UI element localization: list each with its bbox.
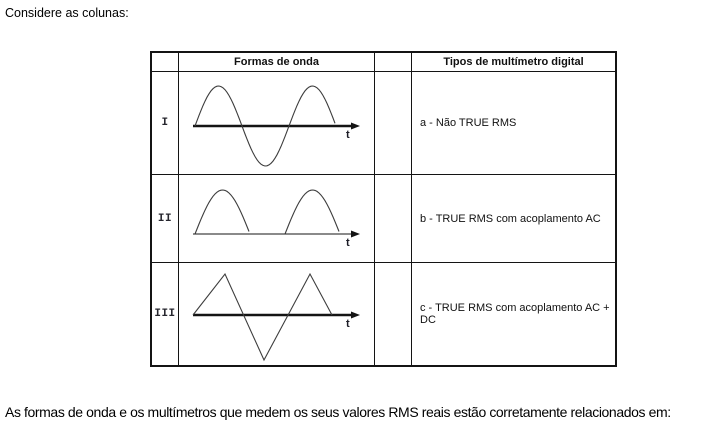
sine-wave-diagram bbox=[193, 85, 360, 167]
row-label-III: III bbox=[152, 263, 179, 365]
time-axis-label: t bbox=[346, 318, 350, 330]
waveform-cell-sine: t bbox=[179, 72, 375, 175]
multimeter-option-c: c - TRUE RMS com acoplamento AC + DC bbox=[412, 263, 615, 365]
header-multimeter-column: Tipos de multímetro digital bbox=[412, 53, 615, 72]
half-rectified-sine-diagram bbox=[193, 189, 360, 238]
time-axis-label: t bbox=[346, 129, 350, 141]
header-corner-cell bbox=[152, 53, 179, 72]
waveform-cell-triangle: t bbox=[179, 263, 375, 365]
header-waveform-column: Formas de onda bbox=[179, 53, 375, 72]
row-label-I: I bbox=[152, 72, 179, 175]
waveform-multimeter-table: Formas de onda Tipos de multímetro digit… bbox=[150, 51, 617, 367]
spacer-cell bbox=[375, 175, 412, 263]
multimeter-option-b: b - TRUE RMS com acoplamento AC bbox=[412, 175, 615, 263]
triangle-wave-diagram bbox=[192, 272, 360, 362]
spacer-cell bbox=[375, 263, 412, 365]
question-text: As formas de onda e os multímetros que m… bbox=[5, 404, 671, 420]
time-axis-label: t bbox=[346, 237, 350, 249]
intro-text: Considere as colunas: bbox=[5, 6, 129, 20]
row-label-II: II bbox=[152, 175, 179, 263]
waveform-cell-half-rectified: t bbox=[179, 175, 375, 263]
spacer-cell bbox=[375, 72, 412, 175]
multimeter-option-a: a - Não TRUE RMS bbox=[412, 72, 615, 175]
header-spacer-cell bbox=[375, 53, 412, 72]
